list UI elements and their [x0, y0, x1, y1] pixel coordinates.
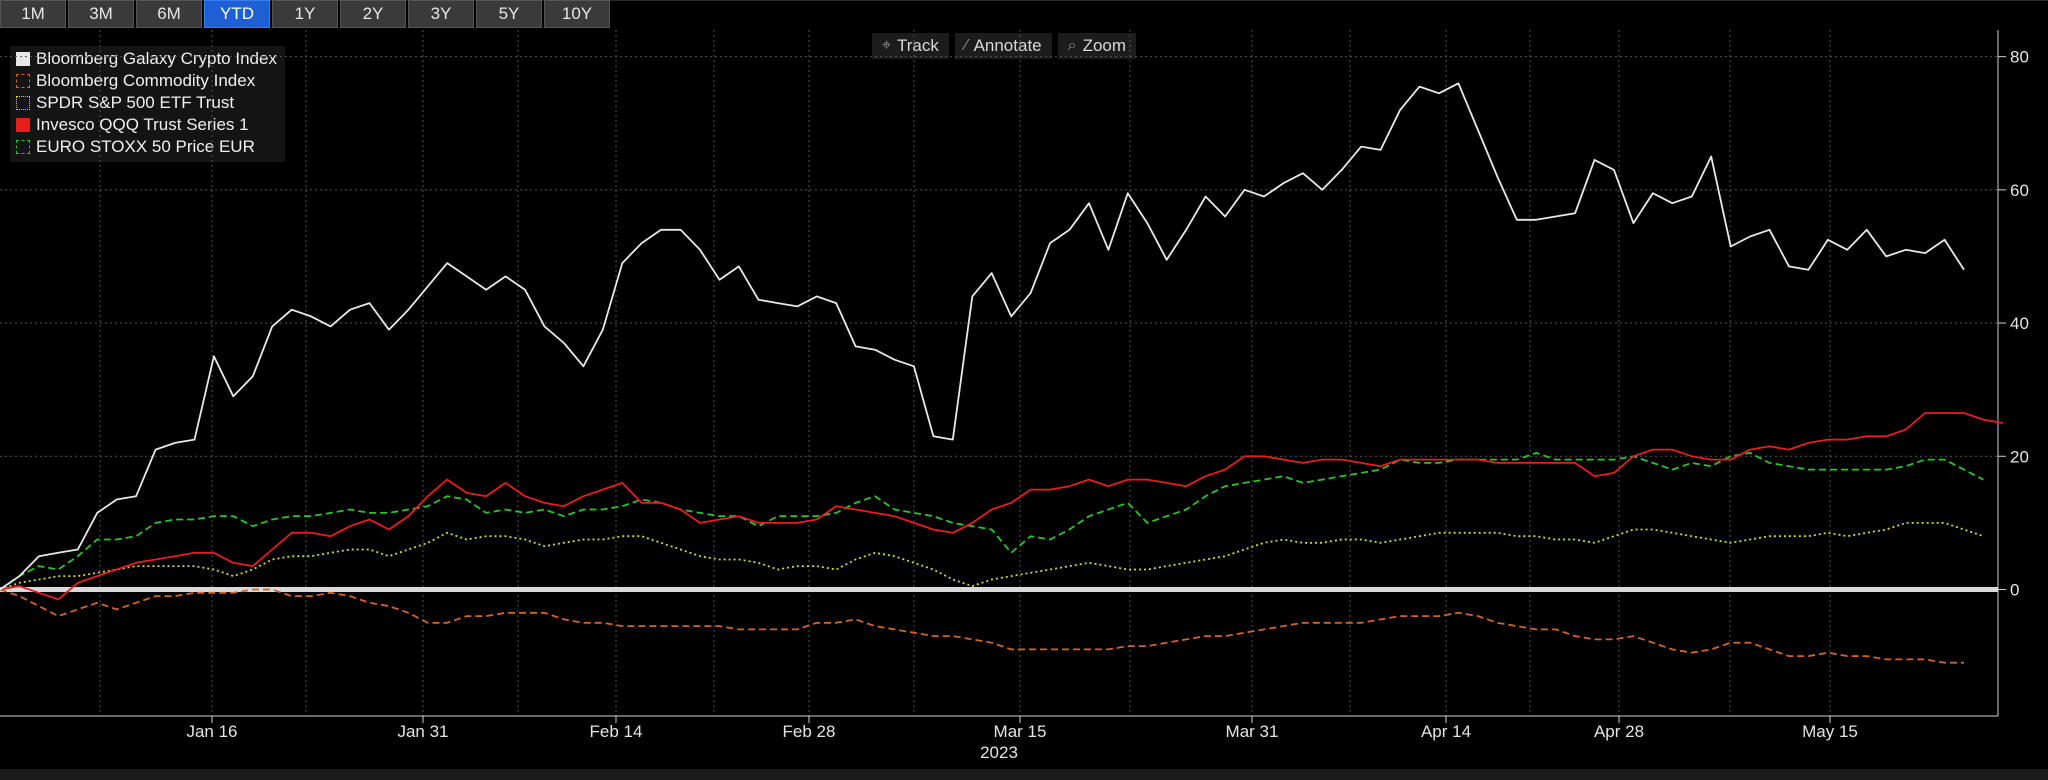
series-line-3	[0, 412, 2004, 601]
y-tick-label: 20	[2010, 447, 2029, 466]
x-tick-label: Mar 15	[994, 722, 1047, 741]
series-line-0	[0, 82, 1965, 591]
gridlines	[0, 30, 1998, 716]
chart-legend: Bloomberg Galaxy Crypto Index Bloomberg C…	[10, 46, 285, 162]
legend-item[interactable]: Bloomberg Galaxy Crypto Index	[16, 48, 277, 70]
legend-swatch	[16, 96, 30, 110]
bottom-strip	[0, 769, 2048, 780]
legend-label: Bloomberg Commodity Index	[36, 71, 256, 90]
y-tick-label: 60	[2010, 181, 2029, 200]
legend-swatch	[16, 74, 30, 88]
legend-label: SPDR S&P 500 ETF Trust	[36, 93, 235, 112]
tool-label: Zoom	[1082, 36, 1127, 55]
x-tick-label: Mar 31	[1226, 722, 1279, 741]
legend-swatch	[16, 118, 30, 132]
series-line-4	[0, 451, 1984, 591]
date-range-selector: 1M 3M 6M YTD 1Y 2Y 3Y 5Y 10Y	[0, 0, 610, 30]
axes	[0, 30, 2006, 723]
range-button-ytd[interactable]: YTD	[204, 0, 270, 28]
legend-swatch	[16, 52, 30, 66]
magnifier-icon: ⌕	[1067, 37, 1077, 54]
x-tick-label: Feb 14	[590, 722, 643, 741]
range-button-5y[interactable]: 5Y	[476, 0, 542, 28]
range-button-2y[interactable]: 2Y	[340, 0, 406, 28]
zoom-button[interactable]: ⌕ Zoom	[1057, 33, 1137, 59]
tool-label: Track	[897, 36, 939, 55]
series-line-1	[0, 588, 1964, 664]
series-lines	[0, 82, 2004, 664]
legend-item[interactable]: EURO STOXX 50 Price EUR	[16, 136, 277, 158]
range-button-3y[interactable]: 3Y	[408, 0, 474, 28]
y-tick-label: 40	[2010, 314, 2029, 333]
chart-tools: ⌖ Track ∕ Annotate ⌕ Zoom	[872, 33, 1137, 59]
tick-labels: 80 60 40 20 0 Jan 16 Jan 31 Feb 14 Feb 28 Mar 15 M…	[186, 48, 2028, 741]
tool-label: Annotate	[973, 36, 1042, 55]
y-tick-label: 80	[2010, 48, 2029, 67]
x-axis-year-label: 2023	[980, 743, 1018, 762]
legend-item[interactable]: SPDR S&P 500 ETF Trust	[16, 92, 277, 114]
pencil-icon: ∕	[964, 37, 968, 54]
top-border	[0, 0, 2048, 1]
track-button[interactable]: ⌖ Track	[872, 33, 949, 59]
x-tick-label: Apr 14	[1421, 722, 1471, 741]
legend-item[interactable]: Invesco QQQ Trust Series 1	[16, 114, 277, 136]
x-tick-label: Jan 16	[186, 722, 237, 741]
x-tick-label: Feb 28	[783, 722, 836, 741]
x-tick-label: Jan 31	[397, 722, 448, 741]
range-button-3m[interactable]: 3M	[68, 0, 134, 28]
range-button-10y[interactable]: 10Y	[544, 0, 610, 28]
range-button-1y[interactable]: 1Y	[272, 0, 338, 28]
y-tick-label: 0	[2010, 580, 2019, 599]
legend-label: Bloomberg Galaxy Crypto Index	[36, 49, 277, 68]
range-button-6m[interactable]: 6M	[136, 0, 202, 28]
legend-label: EURO STOXX 50 Price EUR	[36, 137, 255, 156]
legend-item[interactable]: Bloomberg Commodity Index	[16, 70, 277, 92]
range-button-1m[interactable]: 1M	[0, 0, 66, 28]
series-line-2	[0, 522, 1984, 591]
crosshair-icon: ⌖	[882, 37, 892, 54]
legend-label: Invesco QQQ Trust Series 1	[36, 115, 249, 134]
x-tick-label: Apr 28	[1594, 722, 1644, 741]
x-tick-label: May 15	[1802, 722, 1858, 741]
annotate-button[interactable]: ∕ Annotate	[954, 33, 1052, 59]
legend-swatch	[16, 140, 30, 154]
